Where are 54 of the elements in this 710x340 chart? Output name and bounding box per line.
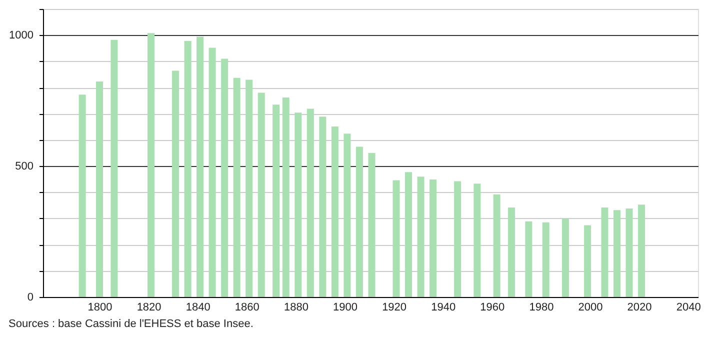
bar — [392, 180, 400, 297]
x-tick-label: 2020 — [627, 302, 652, 314]
bar — [331, 126, 338, 297]
bar — [96, 82, 103, 297]
x-tick-label: 1860 — [234, 302, 260, 314]
bar — [184, 40, 192, 297]
bar — [344, 134, 351, 297]
x-tick-label: 2040 — [676, 302, 701, 314]
x-tick-label: 2000 — [578, 302, 603, 314]
bar — [368, 153, 376, 297]
bar — [148, 33, 155, 297]
bar — [110, 40, 118, 297]
x-tick-label: 1900 — [333, 302, 358, 314]
bar — [78, 94, 86, 297]
bar — [508, 207, 516, 297]
bar — [562, 218, 569, 297]
x-tick-label: 1960 — [480, 302, 505, 314]
bar — [638, 204, 645, 297]
bar — [233, 78, 240, 297]
x-tick-label: 1880 — [284, 302, 308, 314]
x-tick-label: 1920 — [382, 302, 407, 314]
x-tick-label: 1940 — [431, 302, 456, 314]
bar — [196, 36, 204, 297]
bar — [294, 112, 302, 297]
bar — [525, 221, 532, 297]
bar — [417, 176, 424, 297]
bar — [319, 116, 326, 297]
bar — [356, 146, 363, 297]
y-tick-label: 1000 — [9, 30, 34, 42]
bar — [430, 179, 437, 297]
y-tick-label: 0 — [27, 292, 34, 304]
bar — [306, 108, 314, 297]
bar — [542, 222, 550, 297]
bar — [272, 104, 280, 297]
bar — [282, 97, 290, 297]
x-tick-label: 1800 — [88, 302, 112, 314]
bar — [208, 48, 216, 297]
bar — [474, 184, 481, 297]
bar — [454, 181, 462, 297]
source-note: Sources : base Cassini de l'EHESS et base Insee. — [8, 318, 254, 330]
bar — [172, 70, 180, 297]
bar — [626, 208, 633, 297]
bar — [601, 207, 608, 297]
bar — [221, 58, 228, 297]
bar — [584, 225, 592, 297]
x-tick-label: 1820 — [136, 302, 162, 314]
x-tick-label: 1980 — [529, 302, 554, 314]
bar — [493, 194, 500, 297]
bar — [405, 172, 412, 297]
bar — [258, 92, 265, 297]
bar — [246, 80, 253, 297]
y-tick-label: 500 — [15, 160, 34, 173]
bar — [613, 210, 620, 297]
x-tick-label: 1840 — [186, 302, 210, 314]
